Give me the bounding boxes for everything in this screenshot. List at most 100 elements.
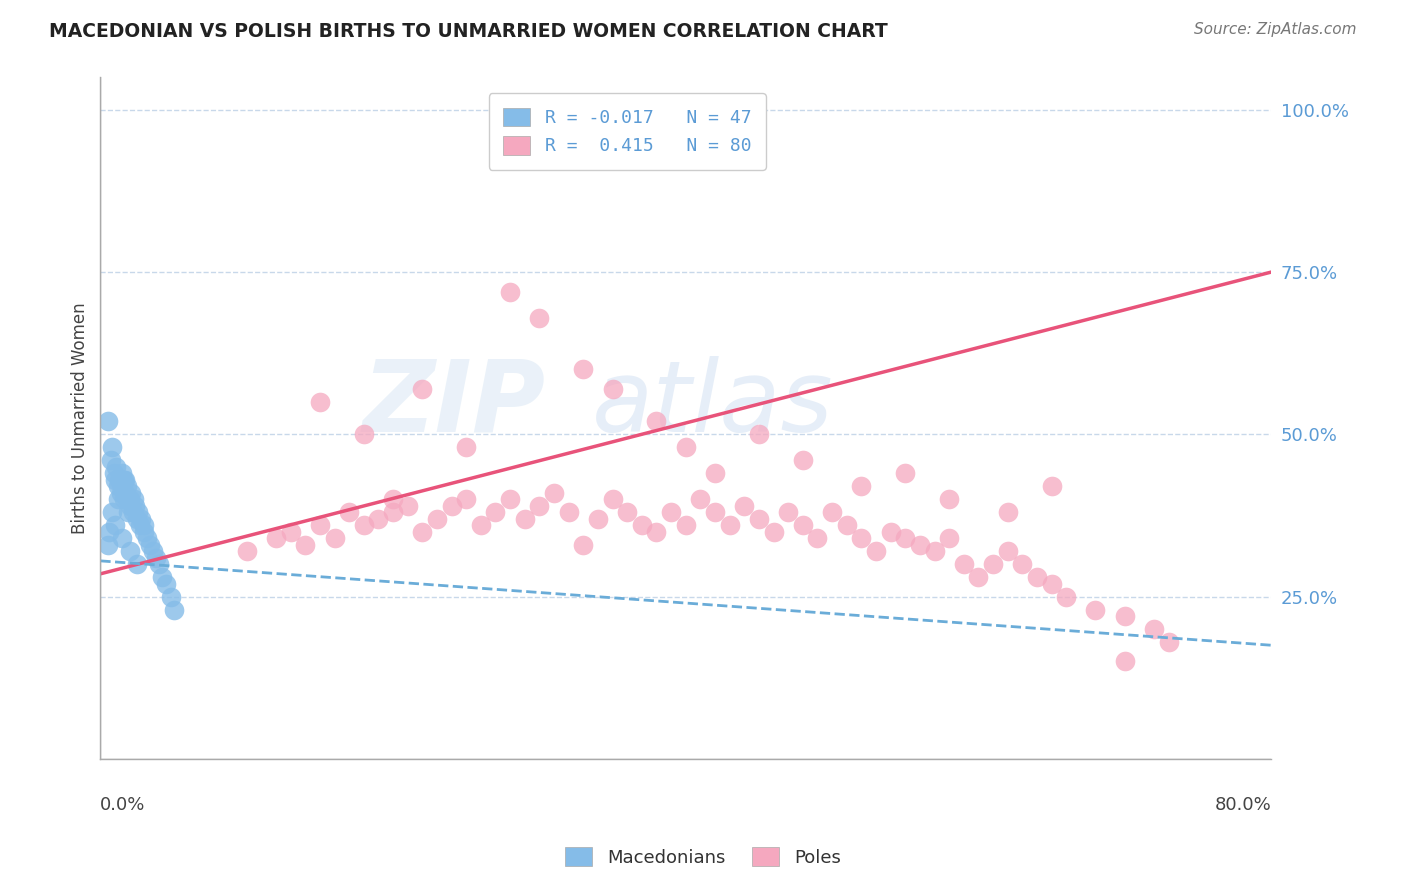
Text: atlas: atlas [592,356,834,453]
Point [748,427,770,442]
Point [689,492,711,507]
Point [134,524,156,539]
Point [112,492,135,507]
Point [309,518,332,533]
Point [159,590,181,604]
Point [602,492,624,507]
Point [616,505,638,519]
Point [704,467,727,481]
Legend: Macedonians, Poles: Macedonians, Poles [558,840,848,874]
Point [645,414,668,428]
Point [101,440,124,454]
Point [1011,557,1033,571]
Point [924,544,946,558]
Point [150,570,173,584]
Point [1114,655,1136,669]
Point [396,499,419,513]
Point [105,459,128,474]
Point [100,453,122,467]
Point [762,524,785,539]
Point [111,467,134,481]
Point [718,518,741,533]
Point [98,524,121,539]
Point [112,473,135,487]
Point [118,492,141,507]
Point [353,518,375,533]
Point [382,505,405,519]
Point [145,550,167,565]
Point [139,538,162,552]
Point [353,427,375,442]
Point [529,310,551,325]
Point [586,511,609,525]
Point [148,557,170,571]
Point [114,485,136,500]
Point [121,505,143,519]
Point [499,492,522,507]
Point [938,531,960,545]
Point [117,505,139,519]
Point [111,531,134,545]
Text: ZIP: ZIP [363,356,546,453]
Point [981,557,1004,571]
Point [1026,570,1049,584]
Point [134,518,156,533]
Point [778,505,800,519]
Point [367,511,389,525]
Point [792,453,814,467]
Point [645,524,668,539]
Point [323,531,346,545]
Point [97,414,120,428]
Point [484,505,506,519]
Text: 0.0%: 0.0% [100,797,146,814]
Point [104,473,127,487]
Point [851,479,873,493]
Point [97,538,120,552]
Point [938,492,960,507]
Point [1157,635,1180,649]
Point [115,479,138,493]
Point [114,473,136,487]
Point [821,505,844,519]
Point [127,505,149,519]
Point [411,382,433,396]
Point [110,485,132,500]
Point [440,499,463,513]
Point [572,362,595,376]
Point [111,479,134,493]
Point [675,440,697,454]
Point [499,285,522,299]
Point [513,511,536,525]
Point [659,505,682,519]
Point [748,511,770,525]
Point [103,467,125,481]
Point [1040,479,1063,493]
Point [456,440,478,454]
Point [470,518,492,533]
Point [162,602,184,616]
Point [529,499,551,513]
Point [630,518,652,533]
Point [557,505,579,519]
Point [1143,622,1166,636]
Point [894,467,917,481]
Point [572,538,595,552]
Point [894,531,917,545]
Point [280,524,302,539]
Y-axis label: Births to Unmarried Women: Births to Unmarried Women [72,302,89,534]
Point [704,505,727,519]
Legend: R = -0.017   N = 47, R =  0.415   N = 80: R = -0.017 N = 47, R = 0.415 N = 80 [489,94,766,169]
Point [101,505,124,519]
Point [337,505,360,519]
Point [456,492,478,507]
Point [1040,576,1063,591]
Point [136,531,159,545]
Point [733,499,755,513]
Point [1084,602,1107,616]
Point [125,557,148,571]
Point [107,479,129,493]
Point [128,518,150,533]
Point [309,395,332,409]
Point [382,492,405,507]
Point [967,570,990,584]
